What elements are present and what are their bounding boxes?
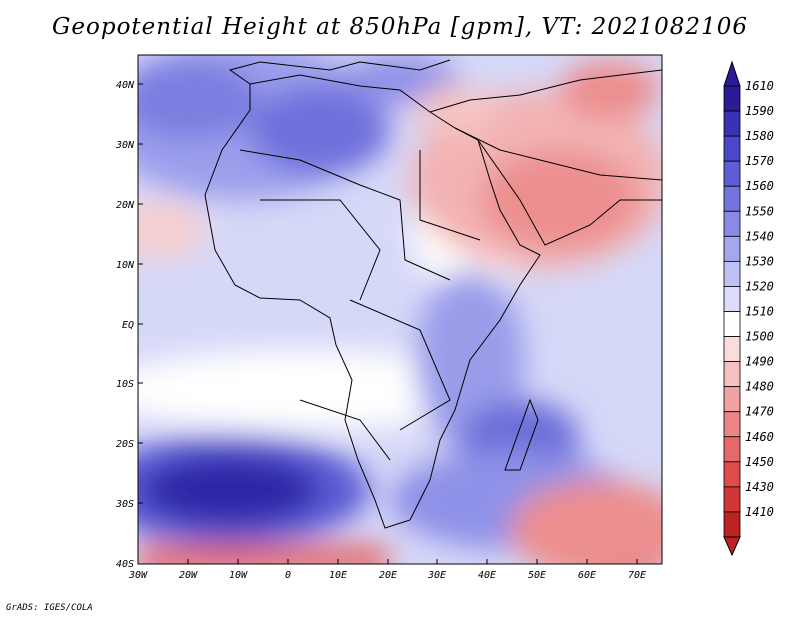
colorbar-swatch [723, 311, 741, 337]
colorbar-swatch [723, 210, 741, 237]
lat-label: 20N [116, 200, 135, 211]
colorbar-label: 1580 [745, 129, 774, 143]
lon-label: 70E [628, 570, 646, 581]
colorbar-swatch [723, 411, 741, 438]
lon-label: 30W [128, 570, 148, 581]
latitude-labels: 40N 30N 20N 10N EQ 10S 20S 30S 40S [115, 80, 135, 570]
colorbar-label: 1530 [745, 254, 774, 268]
lon-label: 60E [578, 570, 596, 581]
colorbar-label: 1490 [745, 355, 774, 369]
colorbar-label: 1430 [745, 480, 774, 494]
colorbar-swatch [723, 461, 741, 488]
colorbar-label: 1510 [745, 305, 774, 319]
lon-label: 20E [379, 570, 397, 581]
credit-text: GrADS: IGES/COLA [6, 603, 93, 613]
colorbar-label: 1480 [745, 380, 774, 394]
colorbar-label: 1500 [745, 330, 774, 344]
colorbar-label: 1610 [745, 79, 774, 93]
lon-label: 30E [427, 570, 446, 581]
colorbar-swatch [723, 511, 741, 538]
colorbar-label: 1560 [745, 179, 774, 193]
colorbar-swatch [723, 336, 741, 363]
colorbar: 1610 1590 1580 1570 1560 1550 1540 1530 1520 1510… [723, 60, 774, 557]
colorbar-label: 1460 [745, 430, 774, 444]
lon-label: 40E [478, 570, 496, 581]
axis-ticks [138, 83, 638, 564]
lon-label: 10W [229, 570, 248, 581]
colorbar-swatch [723, 361, 741, 388]
colorbar-swatch [723, 85, 741, 112]
colorbar-swatch [723, 486, 741, 513]
lon-label: 0 [285, 570, 291, 581]
lat-label: 10S [116, 379, 134, 390]
colorbar-swatch [723, 185, 741, 212]
map-title: Geopotential Height at 850hPa [gpm], VT:… [52, 14, 748, 40]
map-frame [137, 54, 663, 565]
colorbar-label: 1570 [745, 154, 774, 168]
longitude-labels: 30W 20W 10W 0 10E 20E 30E 40E 50E 60E 70… [128, 570, 646, 581]
colorbar-swatch [723, 436, 741, 463]
colorbar-bottom-arrow [723, 536, 741, 557]
lat-label: 40S [116, 559, 134, 570]
lon-label: 10E [329, 570, 347, 581]
colorbar-swatch [723, 260, 741, 287]
colorbar-swatch [723, 160, 741, 187]
lat-label: EQ [122, 320, 134, 331]
colorbar-label: 1540 [745, 229, 774, 243]
lon-label: 20W [179, 570, 198, 581]
colorbar-swatch [723, 110, 741, 137]
colorbar-label: 1520 [745, 279, 774, 293]
lat-label: 10N [116, 260, 135, 271]
colorbar-label: 1410 [745, 505, 774, 519]
lat-label: 30S [115, 499, 134, 510]
colorbar-swatch [723, 235, 741, 262]
lat-label: 20S [116, 439, 134, 450]
colorbar-swatch [723, 386, 741, 413]
colorbar-label: 1590 [745, 104, 774, 118]
height-field [138, 55, 662, 564]
colorbar-top-arrow [723, 60, 741, 87]
lon-label: 50E [528, 570, 546, 581]
colorbar-label: 1450 [745, 455, 774, 469]
colorbar-label: 1470 [745, 405, 774, 419]
lat-label: 40N [116, 80, 135, 91]
colorbar-swatch [723, 286, 741, 312]
colorbar-label: 1550 [745, 204, 774, 218]
colorbar-swatch [723, 135, 741, 162]
coastlines [204, 59, 662, 529]
lat-label: 30N [115, 140, 135, 151]
